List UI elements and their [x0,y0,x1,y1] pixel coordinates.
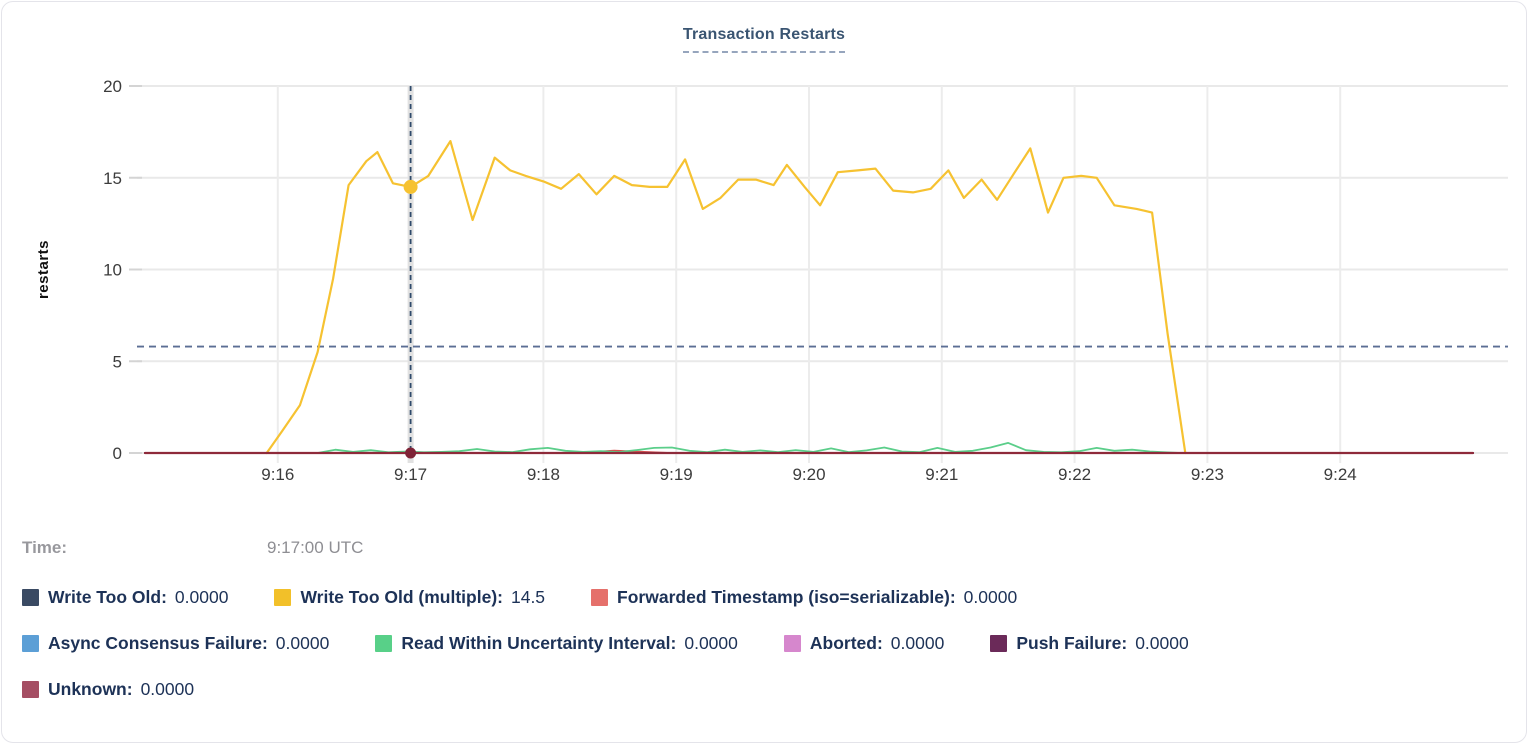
legend-label: Push Failure: [1016,632,1128,653]
legend-label: Unknown: [48,678,133,699]
series-color-swatch [990,634,1008,652]
legend-label: Read Within Uncertainty Interval: [401,632,677,653]
legend-value: 0.0000 [174,586,229,607]
series-color-swatch [591,588,609,606]
svg-text:20: 20 [103,77,122,96]
svg-text:9:18: 9:18 [527,465,560,484]
series-color-swatch [22,634,39,652]
legend-row: Unknown: 0.0000 [22,676,1526,702]
series-color-swatch [375,634,393,652]
legend-row: Async Consensus Failure: 0.0000 Read Wit… [22,630,1526,656]
legend-item-unknown: Unknown: 0.0000 [22,679,194,700]
svg-text:9:20: 9:20 [792,465,825,484]
svg-text:0: 0 [113,444,122,463]
svg-text:9:21: 9:21 [925,465,958,484]
svg-text:9:19: 9:19 [660,465,693,484]
legend-item-push-failure: Push Failure: 0.0000 [990,632,1189,654]
svg-text:5: 5 [113,352,122,371]
legend-value: 0.0000 [140,678,195,699]
tooltip-time-row: Time: 9:17:00 UTC [22,538,1526,558]
legend-value: 0.0000 [1135,632,1189,653]
legend-item-read-within-uncertainty-interval: Read Within Uncertainty Interval: 0.0000 [375,633,738,654]
time-label: Time: [22,538,68,557]
legend-value: 0.0000 [963,586,1018,607]
legend-item-write-too-old: Write Too Old: 0.0000 [22,587,228,608]
svg-text:9:22: 9:22 [1058,465,1091,484]
chart-header: Transaction Restarts [2,2,1526,54]
svg-text:9:24: 9:24 [1324,465,1357,484]
series-color-swatch [22,588,39,606]
chart-legend: Write Too Old: 0.0000 Write Too Old (mul… [22,584,1526,702]
legend-value: 0.0000 [684,632,738,653]
svg-text:10: 10 [103,261,122,280]
svg-text:9:16: 9:16 [261,465,294,484]
legend-item-async-consensus-failure: Async Consensus Failure: 0.0000 [22,633,329,654]
transaction-restarts-chart[interactable]: 0 5 10 15 20 9:16 9:17 9:18 9:19 9:20 9:21 9:22 9:23… [2,72,1526,492]
svg-text:restarts: restarts [35,240,52,299]
legend-row: Write Too Old: 0.0000 Write Too Old (mul… [22,584,1526,610]
legend-value: 0.0000 [275,632,330,653]
time-value: 9:17:00 UTC [267,538,364,557]
svg-text:9:23: 9:23 [1191,465,1224,484]
legend-label: Forwarded Timestamp (iso=serializable): [617,586,956,607]
series-color-swatch [783,634,801,652]
chart-title[interactable]: Transaction Restarts [682,26,846,53]
series-color-swatch [22,680,39,698]
svg-text:15: 15 [103,169,122,188]
legend-label: Write Too Old (multiple): [300,586,503,607]
legend-value: 0.0000 [890,632,945,653]
legend-item-forwarded-timestamp: Forwarded Timestamp (iso=serializable): … [591,587,1017,608]
legend-label: Aborted: [809,632,883,653]
legend-item-write-too-old-multiple: Write Too Old (multiple): 14.5 [274,587,545,608]
legend-label: Write Too Old: [48,586,167,607]
legend-value: 14.5 [510,586,546,607]
svg-text:9:17: 9:17 [394,465,427,484]
legend-item-aborted: Aborted: 0.0000 [783,632,945,654]
series-color-swatch [274,588,292,606]
legend-label: Async Consensus Failure: [48,632,268,653]
